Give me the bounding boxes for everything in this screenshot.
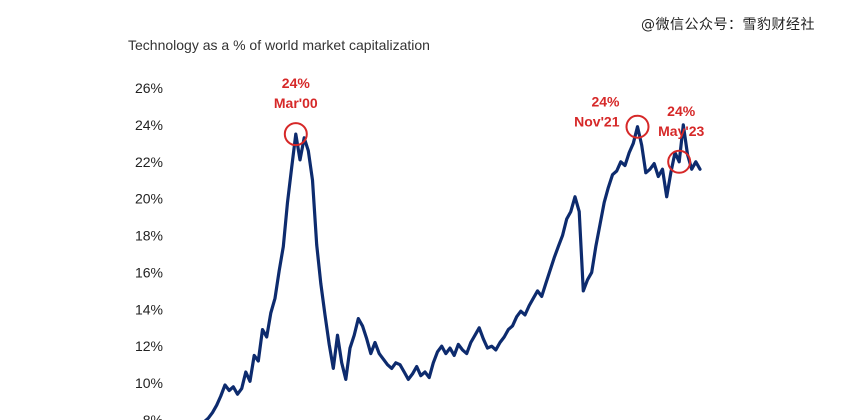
y-tick-label: 12% [135, 338, 163, 354]
peak-annotation: 24% May'23 [658, 103, 704, 174]
peak-circle [667, 149, 692, 174]
y-tick-labels: 26% 24% 22% 20% 18% 16% 14% 12% 10% 8% [135, 80, 163, 420]
y-tick-label: 20% [135, 191, 163, 207]
y-tick-label: 22% [135, 154, 163, 170]
peak-circle [283, 122, 308, 147]
y-axis-label: Technology as a % of world market capita… [128, 37, 430, 53]
y-tick-label: 18% [135, 228, 163, 244]
peak-circle [625, 114, 650, 139]
peak-annotation: 24% Mar'00 [274, 75, 318, 147]
peak-annotations: 24% Mar'00 24% Nov'21 24% May'23 [274, 75, 704, 174]
annotation-date: May'23 [658, 123, 704, 139]
series-line [203, 123, 702, 420]
annotation-value: 24% [667, 103, 696, 119]
annotation-date: Mar'00 [274, 95, 318, 111]
annotation-date: Nov'21 [574, 114, 620, 130]
y-tick-label: 16% [135, 264, 163, 280]
annotation-value: 24% [591, 94, 620, 110]
watermark: @微信公众号：雪豹财经社 [641, 17, 815, 33]
y-tick-label: 14% [135, 301, 163, 317]
peak-annotation: 24% Nov'21 [574, 94, 650, 139]
y-tick-label: 24% [135, 117, 163, 133]
y-tick-label: 10% [135, 375, 163, 391]
y-tick-label: 26% [135, 80, 163, 96]
y-tick-label: 8% [143, 412, 163, 420]
annotation-value: 24% [282, 75, 311, 91]
